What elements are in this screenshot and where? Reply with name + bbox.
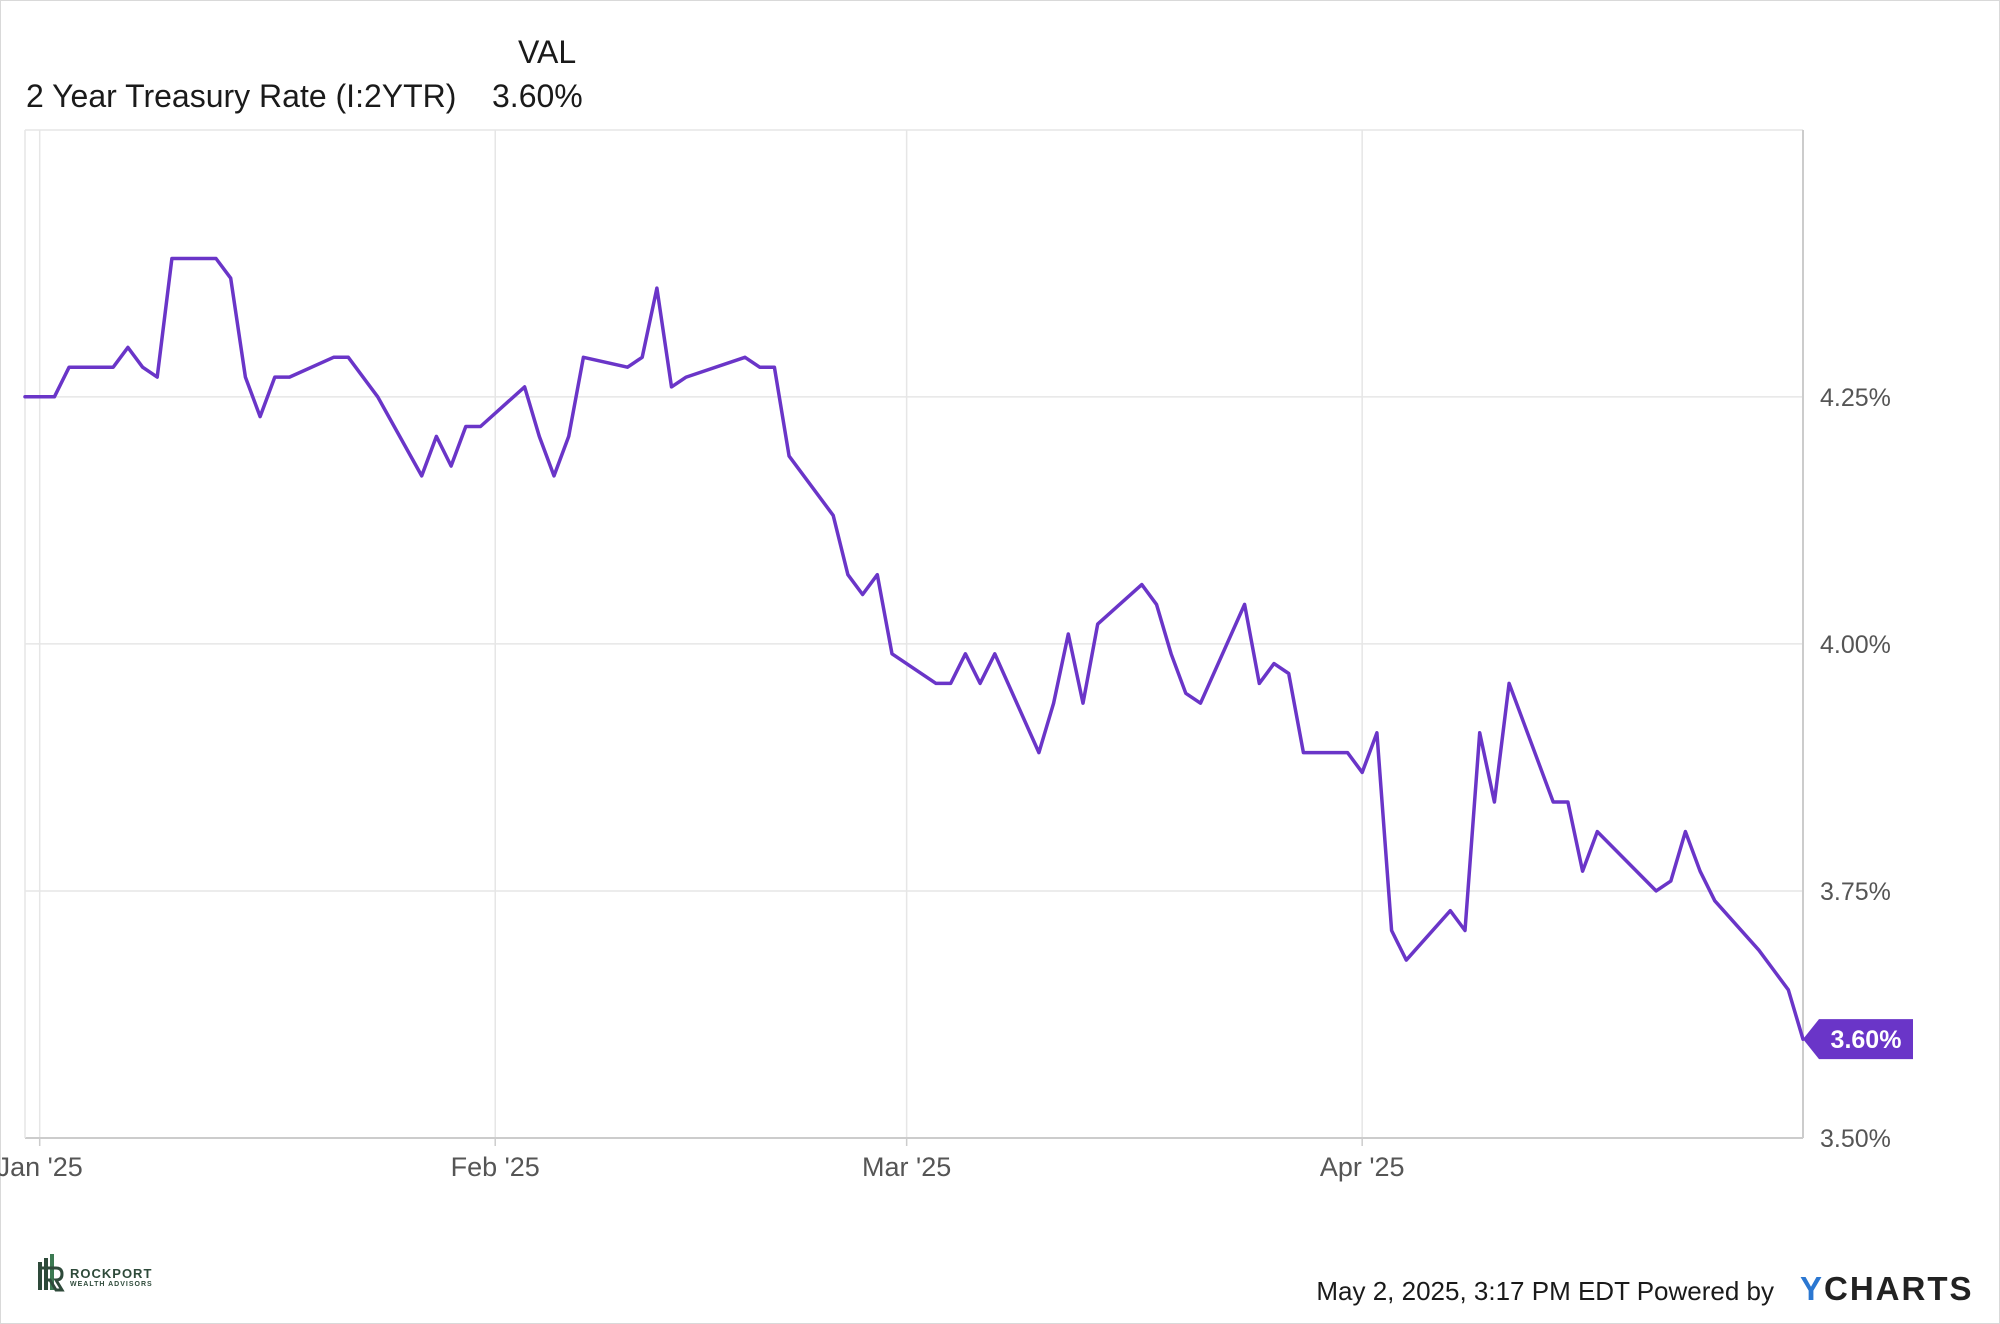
rockport-logo-icon [36, 1252, 66, 1297]
y-tick-label: 3.50% [1820, 1125, 1891, 1153]
x-tick-label: Feb '25 [451, 1152, 540, 1182]
ycharts-logo-text: CHARTS [1824, 1270, 1974, 1307]
footer-timestamp: May 2, 2025, 3:17 PM EDT Powered by [1316, 1276, 1774, 1306]
x-tick-label: Jan '25 [0, 1152, 83, 1182]
x-tick-label: Apr '25 [1320, 1152, 1405, 1182]
logo-title: ROCKPORT [70, 1266, 153, 1281]
legend-series-name[interactable]: 2 Year Treasury Rate (I:2YTR) [26, 78, 457, 114]
legend-series-value: 3.60% [492, 78, 583, 114]
axis-layer [24, 130, 1804, 1146]
series-layer [23, 256, 1805, 1041]
x-tick-label: Mar '25 [862, 1152, 951, 1182]
ycharts-logo[interactable]: YCHARTS [1800, 1270, 1974, 1308]
label-layer: 3.50% 3.75% 4.00% 4.25% Jan '25 Feb '25 Mar '2… [0, 384, 1913, 1182]
logo-subtitle: WEALTH ADVISORS [70, 1281, 153, 1288]
legend-value-header: VAL [518, 34, 577, 70]
last-value-tag [1803, 1019, 1913, 1060]
grid-layer [25, 129, 1803, 1139]
y-tick-label: 3.75% [1820, 878, 1891, 906]
last-value-label: 3.60% [1831, 1026, 1902, 1054]
y-tick-label: 4.00% [1820, 631, 1891, 659]
ycharts-logo-y: Y [1800, 1270, 1825, 1307]
series-line [23, 256, 1805, 1041]
y-tick-label: 4.25% [1820, 384, 1891, 412]
